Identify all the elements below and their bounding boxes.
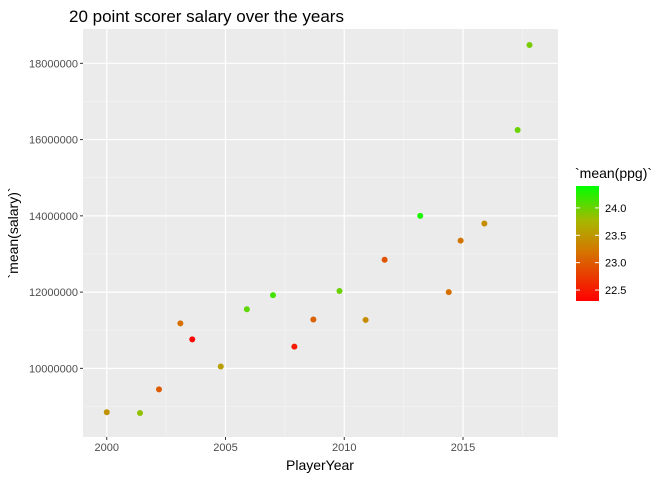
y-tick-label: 16000000: [29, 135, 78, 147]
data-point: [457, 237, 464, 244]
minor-gridlines: [83, 29, 558, 437]
data-point: [270, 292, 276, 299]
x-axis-ticks: 2000 2005 2010 2015: [95, 437, 475, 454]
legend-tick-label: 23.5: [605, 230, 626, 242]
data-point: [291, 343, 298, 350]
data-point: [445, 289, 452, 296]
plot-panel: [83, 29, 558, 437]
chart-title: 20 point scorer salary over the years: [69, 7, 344, 26]
x-axis-title: PlayerYear: [286, 457, 354, 473]
data-point: [381, 256, 388, 263]
data-point: [310, 316, 317, 323]
y-tick-label: 12000000: [29, 287, 78, 299]
data-point: [243, 306, 250, 313]
y-axis-ticks: 10000000 12000000 14000000 16000000 18000000: [29, 58, 83, 375]
legend-colorbar: [576, 186, 599, 301]
legend-tick-label: 24.0: [605, 203, 626, 215]
legend-tick-label: 22.5: [605, 285, 626, 297]
data-points: [103, 42, 533, 416]
legend-ticks: 22.5 23.0 23.5 24.0: [576, 203, 626, 297]
data-point: [189, 336, 196, 343]
x-tick-label: 2000: [95, 442, 119, 454]
color-legend: `mean(ppg)` 22.5 23.0 23.5 24.0: [575, 165, 652, 301]
data-point: [137, 409, 143, 416]
y-tick-label: 18000000: [29, 58, 78, 70]
data-point: [526, 42, 533, 49]
data-point: [481, 220, 488, 227]
data-point: [417, 212, 424, 219]
legend-tick-label: 23.0: [605, 258, 626, 270]
data-point: [177, 320, 184, 327]
data-point: [156, 386, 162, 393]
x-tick-label: 2015: [451, 442, 475, 454]
data-point: [103, 409, 110, 416]
y-axis-title: `mean(salary)`: [5, 187, 21, 278]
data-point: [362, 316, 369, 323]
data-point: [514, 127, 521, 134]
data-point: [336, 287, 343, 294]
y-tick-label: 14000000: [29, 211, 78, 223]
legend-title: `mean(ppg)`: [575, 165, 652, 181]
x-tick-label: 2010: [332, 442, 356, 454]
major-gridlines: [83, 29, 558, 437]
x-tick-label: 2005: [213, 442, 237, 454]
data-point: [217, 363, 224, 370]
y-tick-label: 10000000: [29, 363, 78, 375]
